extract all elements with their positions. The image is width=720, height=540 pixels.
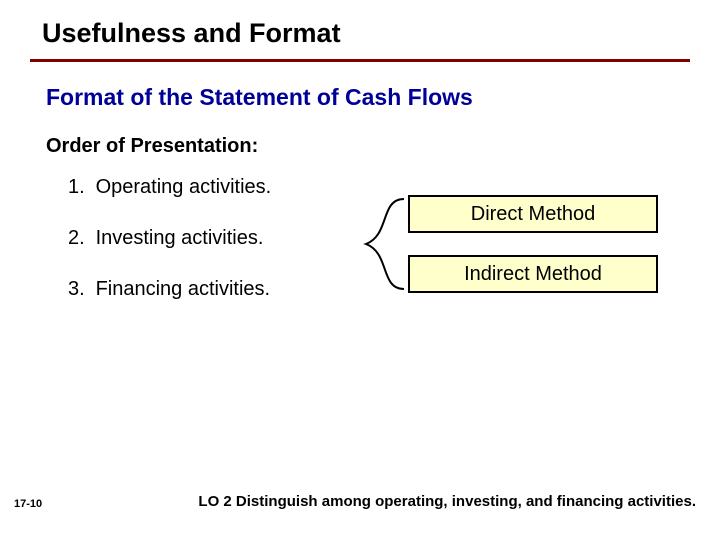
title-area: Usefulness and Format	[0, 0, 720, 49]
list-number: 2.	[68, 227, 90, 250]
list-text: Operating activities.	[96, 176, 272, 198]
title-rule	[30, 59, 690, 62]
indirect-method-box: Indirect Method	[408, 255, 658, 293]
direct-method-box: Direct Method	[408, 195, 658, 233]
slide: Usefulness and Format Format of the Stat…	[0, 0, 720, 540]
list-number: 1.	[68, 176, 90, 199]
brace-icon	[360, 195, 408, 293]
page-number: 17-10	[14, 498, 42, 510]
list-number: 3.	[68, 278, 90, 301]
learning-objective: LO 2 Distinguish among operating, invest…	[198, 493, 696, 510]
list-text: Investing activities.	[96, 227, 264, 249]
subtitle: Format of the Statement of Cash Flows	[46, 84, 720, 111]
method-boxes: Direct Method Indirect Method	[408, 195, 658, 315]
section-head: Order of Presentation:	[46, 135, 720, 158]
page-title: Usefulness and Format	[42, 18, 720, 49]
list-text: Financing activities.	[96, 278, 271, 300]
